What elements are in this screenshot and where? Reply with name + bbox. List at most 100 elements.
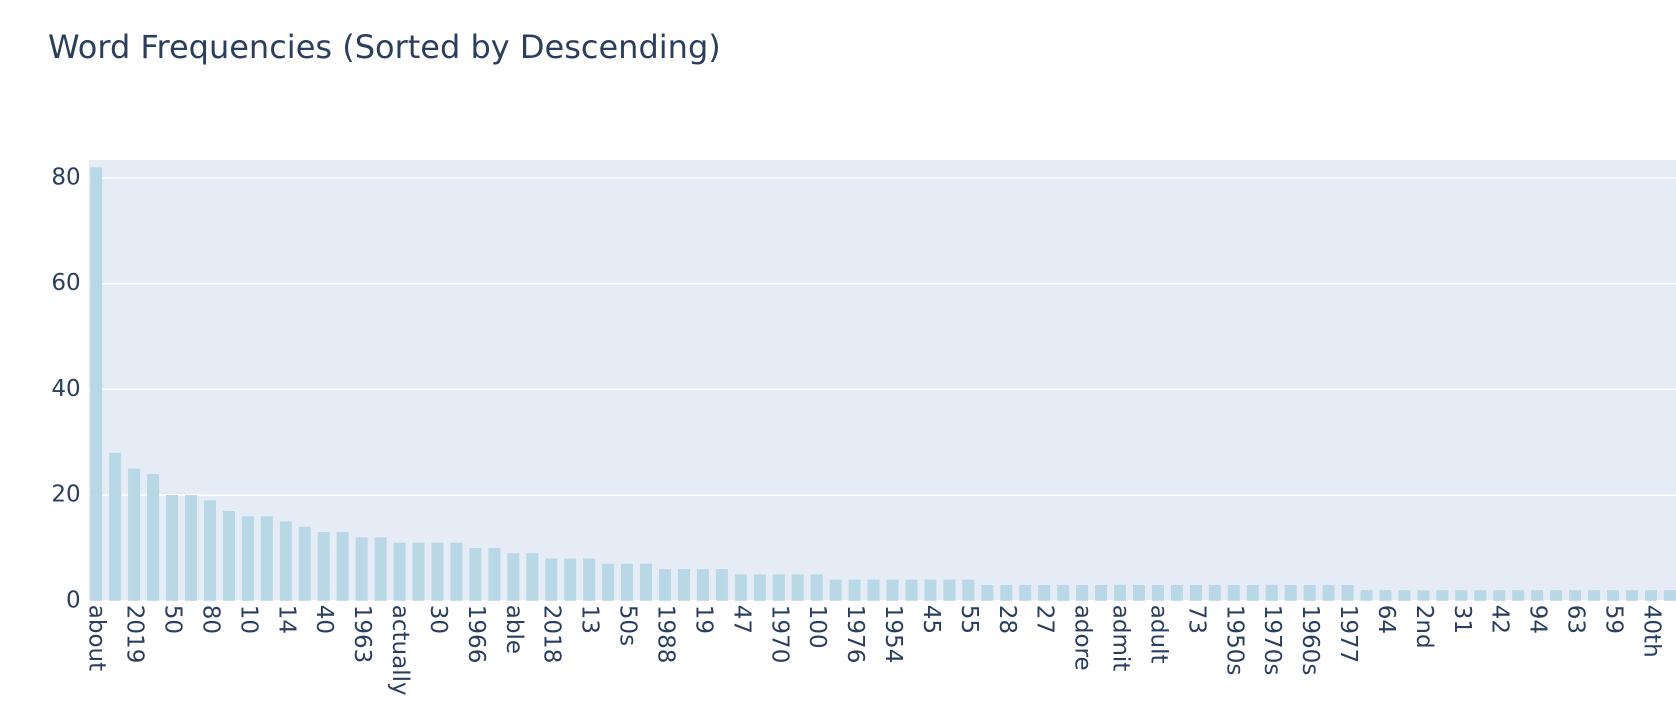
chart-title: Word Frequencies (Sorted by Descending) [48,28,721,66]
bar [1398,590,1411,601]
bar [279,521,292,601]
bar [753,574,766,601]
x-tick-label: 59 [1601,605,1627,634]
bar [109,452,122,601]
x-tick-label: 2019 [122,605,148,664]
bar [867,579,880,601]
bar [1588,590,1601,601]
y-tick-label: 80 [51,164,80,190]
bar [1417,590,1430,601]
bar [621,563,634,601]
bar [1341,584,1354,601]
x-tick-label: admit [1108,605,1134,672]
bar [393,542,406,601]
bar [128,468,141,601]
bar [1019,584,1032,601]
bar [962,579,975,601]
bar [564,558,577,601]
y-tick-label: 40 [51,376,80,402]
bar [791,574,804,601]
bar [696,569,709,601]
bar [1284,584,1297,601]
x-tick-label: 10 [235,605,261,634]
x-tick-label: able [501,605,527,654]
x-tick-label: 63 [1563,605,1589,634]
x-tick-label: 19 [690,605,716,634]
bar [1114,584,1127,601]
x-tick-label: 64 [1373,605,1399,634]
x-tick-label: 55 [956,605,982,634]
bar [583,558,596,601]
bar [1360,590,1373,601]
x-tick-label: 42 [1487,605,1513,634]
bar [1265,584,1278,601]
y-tick-label: 60 [51,270,80,296]
bar [1322,584,1335,601]
x-tick-label: 80 [197,605,223,634]
x-tick-label: 1976 [842,605,868,664]
plot-background [88,160,1676,601]
bar [1151,584,1164,601]
bar [1095,584,1108,601]
bar [1550,590,1563,601]
bar [1512,590,1525,601]
x-tick-label: 50 [160,605,186,634]
bar [1663,590,1676,601]
x-tick-label: 1966 [463,605,489,664]
bar [772,574,785,601]
y-tick-label: 20 [51,482,80,508]
bar [1227,584,1240,601]
bar [829,579,842,601]
x-tick-label: 1950s [1221,605,1247,676]
bar [185,495,197,601]
bar [222,510,235,601]
x-tick-label: 47 [728,605,754,634]
bar [1455,590,1468,601]
bar [203,500,216,601]
bar [1170,584,1183,601]
x-tick-label: 28 [994,605,1020,634]
x-tick-label: 13 [577,605,603,634]
bar [981,584,994,601]
bar [1076,584,1089,601]
bar [1379,590,1392,601]
bar [241,516,254,601]
x-tick-label: 1977 [1335,605,1361,664]
x-tick-label: 31 [1449,605,1475,634]
bar [1208,584,1221,601]
x-tick-label: actually [387,605,413,696]
x-tick-label: 100 [804,605,830,649]
bar [412,542,425,601]
bar [659,569,671,601]
bar [450,542,463,601]
bar [1133,584,1145,601]
bar [469,547,482,601]
bar [298,526,311,601]
bar [886,579,899,601]
x-tick-label: 1988 [653,605,679,664]
bar [355,537,368,601]
bar [317,532,330,601]
x-tick-label: adore [1070,605,1096,671]
bar [1057,584,1070,601]
bar [1607,590,1619,601]
x-tick-label: 40 [311,605,337,634]
bar [431,542,444,601]
bar [166,495,179,601]
bar [336,532,349,601]
bar [147,473,160,601]
bar [1625,590,1638,601]
bar [1038,584,1051,601]
bar [507,553,520,601]
bar [905,579,918,601]
bar [734,574,747,601]
x-tick-label: 1963 [349,605,375,664]
bar [677,569,690,601]
bar [1531,590,1544,601]
bar [1644,590,1657,601]
bar [90,167,103,601]
bar [1246,584,1259,601]
bar [1303,584,1316,601]
x-tick-label: 2018 [539,605,565,664]
x-tick-label: 14 [273,605,299,634]
